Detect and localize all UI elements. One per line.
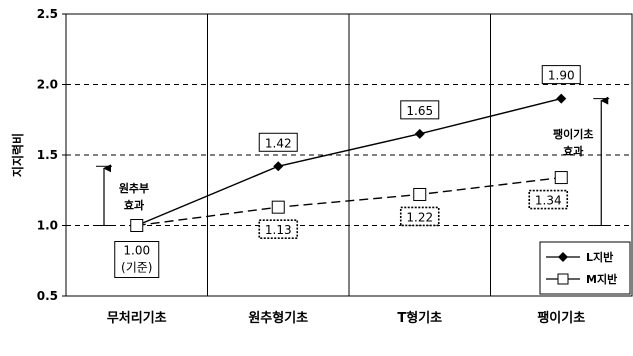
data-label: 1.00 — [123, 244, 150, 258]
data-label-box — [258, 219, 299, 239]
series-point-1 — [130, 219, 144, 232]
y-tick-label: 1.5 — [37, 148, 58, 162]
data-label-box — [541, 65, 581, 85]
effect-annotation-text: 팽이기초 — [553, 127, 593, 141]
data-label: 1.90 — [548, 69, 575, 83]
data-label-box — [258, 132, 298, 152]
legend-marker — [557, 273, 569, 285]
data-label-box — [399, 206, 440, 227]
x-category-label: 무처리기초 — [107, 310, 167, 326]
y-tick-label: 2.0 — [37, 78, 58, 92]
series-point-1 — [271, 200, 285, 214]
series-point-0 — [414, 128, 425, 139]
x-category-label: 팽이기초 — [537, 310, 585, 326]
legend-label: M지반 — [586, 272, 617, 286]
data-label: 1.34 — [535, 194, 562, 208]
baseline-note: (기준) — [121, 261, 152, 275]
y-tick-label: 2.5 — [37, 7, 58, 21]
y-tick-label: 1.0 — [37, 219, 58, 233]
effect-annotation-text: 효과 — [563, 144, 583, 158]
series-line-1 — [136, 176, 562, 227]
x-category-label: T형기초 — [397, 310, 442, 326]
series-line-0 — [136, 97, 562, 227]
series-point-1 — [413, 187, 427, 201]
legend-marker — [558, 252, 568, 262]
legend-label: L지반 — [586, 250, 613, 264]
baseline-label-box — [114, 241, 160, 278]
data-label-box — [528, 189, 569, 210]
data-label: 1.22 — [406, 210, 433, 224]
series-point-0 — [556, 93, 567, 104]
series-point-1 — [554, 171, 568, 185]
series-point-0 — [273, 161, 284, 172]
data-label: 1.65 — [406, 104, 433, 118]
x-category-label: 원추형기초 — [248, 310, 308, 326]
data-label: 1.42 — [265, 136, 292, 150]
legend — [539, 241, 631, 295]
effect-annotation-text: 원추부 — [119, 181, 149, 195]
y-axis-label: 지지력비 — [10, 133, 25, 177]
data-label-box — [400, 100, 440, 120]
y-tick-label: 0.5 — [37, 289, 58, 303]
effect-annotation-text: 효과 — [124, 198, 144, 212]
data-label: 1.13 — [265, 223, 292, 237]
